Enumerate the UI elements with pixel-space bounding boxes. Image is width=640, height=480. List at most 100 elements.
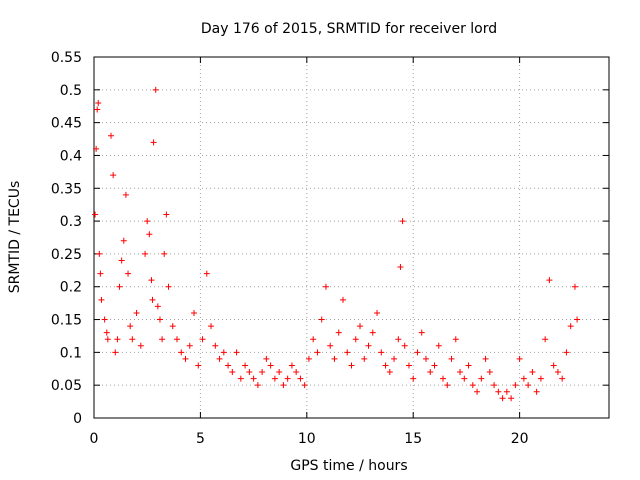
data-point	[186, 342, 193, 349]
data-point	[133, 309, 140, 316]
data-point	[93, 145, 100, 152]
x-tick-label: 5	[196, 431, 205, 447]
data-point	[233, 349, 240, 356]
data-point	[112, 349, 119, 356]
data-point	[550, 362, 557, 369]
data-point	[165, 283, 172, 290]
data-point	[173, 336, 180, 343]
data-point	[148, 277, 155, 284]
data-point	[229, 369, 236, 376]
data-point	[271, 375, 278, 382]
data-point	[503, 388, 510, 395]
data-point	[410, 375, 417, 382]
data-point	[563, 349, 570, 356]
data-point	[156, 316, 163, 323]
data-point	[97, 270, 104, 277]
data-point	[110, 172, 117, 179]
data-point	[169, 323, 176, 330]
data-point	[452, 336, 459, 343]
data-point	[546, 277, 553, 284]
y-tick-label: 0.55	[51, 50, 82, 66]
data-point	[461, 375, 468, 382]
data-point	[499, 395, 506, 402]
data-point	[254, 382, 261, 389]
data-point	[465, 362, 472, 369]
y-tick-label: 0.15	[51, 313, 82, 329]
data-point	[152, 86, 159, 93]
data-point	[191, 309, 198, 316]
data-point	[280, 382, 287, 389]
data-point	[357, 323, 364, 330]
data-point	[571, 283, 578, 290]
data-point	[250, 375, 257, 382]
data-point	[163, 211, 170, 218]
data-point	[469, 382, 476, 389]
data-point	[529, 369, 536, 376]
chart-title: Day 176 of 2015, SRMTID for receiver lor…	[201, 21, 497, 37]
data-point	[365, 342, 372, 349]
data-point	[444, 382, 451, 389]
x-tick-label: 15	[404, 431, 422, 447]
data-point	[512, 382, 519, 389]
data-point	[374, 309, 381, 316]
data-point	[399, 218, 406, 225]
data-point	[242, 362, 249, 369]
data-point	[314, 349, 321, 356]
data-point	[331, 355, 338, 362]
data-point	[94, 106, 101, 113]
y-tick-label: 0.2	[60, 280, 82, 296]
data-point	[98, 296, 105, 303]
data-point	[203, 270, 210, 277]
data-point	[154, 303, 161, 310]
data-point	[386, 369, 393, 376]
data-point	[127, 323, 134, 330]
data-point	[92, 211, 99, 218]
data-point	[495, 388, 502, 395]
y-tick-label: 0.4	[60, 148, 82, 164]
data-point	[414, 349, 421, 356]
data-point	[129, 336, 136, 343]
data-point	[352, 336, 359, 343]
data-point	[120, 237, 127, 244]
y-tick-label: 0.1	[60, 345, 82, 361]
data-point	[418, 329, 425, 336]
data-point	[150, 139, 157, 146]
data-point	[491, 382, 498, 389]
data-point	[486, 369, 493, 376]
data-point	[288, 362, 295, 369]
data-point	[144, 218, 151, 225]
data-point	[405, 362, 412, 369]
data-point	[361, 355, 368, 362]
y-tick-label: 0.25	[51, 247, 82, 263]
data-point	[220, 349, 227, 356]
data-point	[212, 342, 219, 349]
plot-frame	[93, 56, 610, 419]
data-point	[567, 323, 574, 330]
data-point	[533, 388, 540, 395]
data-point	[435, 342, 442, 349]
x-tick-label: 0	[90, 431, 99, 447]
data-point	[108, 132, 115, 139]
data-point	[276, 369, 283, 376]
data-point	[397, 264, 404, 271]
data-point	[427, 369, 434, 376]
data-points	[92, 86, 581, 402]
data-point	[301, 382, 308, 389]
axis-ticks: 0 0.05 0.1 0.15 0.2 0.25 0.3 0.35 0.4 0.45 0.5 0.55…	[51, 50, 609, 447]
data-point	[305, 355, 312, 362]
data-point	[208, 323, 215, 330]
x-tick-label: 20	[511, 431, 529, 447]
data-point	[369, 329, 376, 336]
data-point	[525, 382, 532, 389]
data-point	[344, 349, 351, 356]
data-point	[122, 191, 129, 198]
data-point	[559, 375, 566, 382]
data-point	[259, 369, 266, 376]
data-point	[116, 283, 123, 290]
y-tick-label: 0.5	[60, 83, 82, 99]
data-point	[422, 355, 429, 362]
data-point	[267, 362, 274, 369]
y-tick-label: 0.45	[51, 116, 82, 132]
data-point	[401, 342, 408, 349]
